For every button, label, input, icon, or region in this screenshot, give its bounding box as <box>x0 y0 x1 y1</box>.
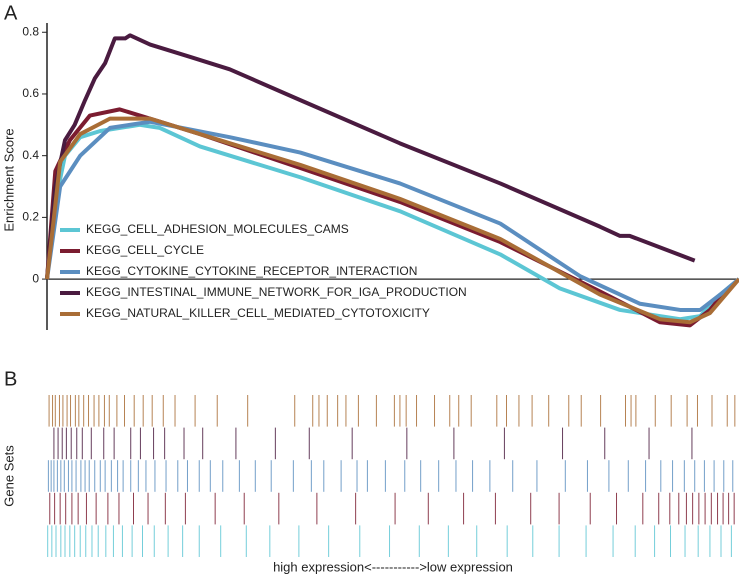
legend-label: KEGG_CELL_ADHESION_MOLECULES_CAMS <box>86 222 349 236</box>
legend-label: KEGG_CELL_CYCLE <box>86 243 204 257</box>
y-axis-label: Enrichment Score <box>1 128 16 231</box>
y-tick-label: 0.8 <box>22 24 39 38</box>
legend-label: KEGG_INTESTINAL_IMMUNE_NETWORK_FOR_IGA_P… <box>86 285 467 299</box>
y-tick-label: 0 <box>32 271 39 285</box>
legend-label: KEGG_CYTOKINE_CYTOKINE_RECEPTOR_INTERACT… <box>86 264 417 278</box>
y-tick-label: 0.6 <box>22 86 39 100</box>
x-axis-label: high expression<----------->low expressi… <box>273 559 513 574</box>
series-line <box>45 33 696 280</box>
y-tick-label: 0.2 <box>22 210 39 224</box>
series-line <box>45 119 739 312</box>
panel-label: B <box>4 368 17 390</box>
panel-label: A <box>4 2 18 24</box>
hits-label: Gene Sets <box>1 445 16 507</box>
y-tick-label: 0.4 <box>22 148 39 162</box>
legend-label: KEGG_NATURAL_KILLER_CELL_MEDIATED_CYTOTO… <box>86 306 430 320</box>
series-line <box>45 116 739 325</box>
